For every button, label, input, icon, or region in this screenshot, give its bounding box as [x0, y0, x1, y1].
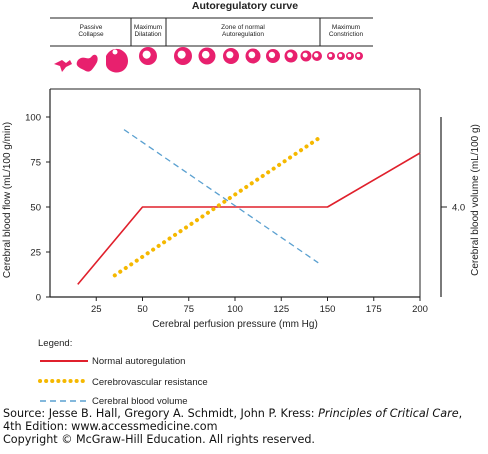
- series-layer: [77, 129, 421, 285]
- legend-label-cerebrovascular-resistance: Cerebrovascular resistance: [92, 377, 208, 388]
- legend-title: Legend:: [38, 338, 72, 349]
- vessel-lumen: [112, 49, 118, 55]
- chart-axes: [49, 88, 442, 298]
- vessel-lumen: [268, 51, 276, 59]
- vessel-lumen: [314, 53, 319, 58]
- citation-book-title: Principles of Critical Care: [318, 407, 459, 420]
- vessel-lumen: [248, 51, 256, 59]
- y2-axis-tick-label: 4.0: [452, 203, 465, 214]
- phase-label-passive-line1: Passive: [80, 24, 103, 31]
- vessel-lumen: [338, 53, 343, 58]
- citation-line-3: Copyright © McGraw-Hill Education. All r…: [3, 433, 315, 446]
- x-tick-label: 125: [273, 304, 289, 315]
- figure-title: Autoregulatory curve: [192, 0, 298, 12]
- citation-line-1: Source: Jesse B. Hall, Gregory A. Schmid…: [3, 407, 487, 420]
- phase-label-max-dilatation-line2: Dilatation: [134, 31, 161, 38]
- legend-label-cerebral-blood-volume: Cerebral blood volume: [92, 396, 188, 407]
- phase-label-autoregulation-line1: Zone of normal: [221, 24, 265, 31]
- vessel-lumen: [347, 53, 352, 58]
- cerebral-blood-volume-line: [123, 129, 319, 264]
- y2-axis-label: Cerebral blood volume (mL/100 g): [470, 124, 481, 276]
- collapsed-vessel-icon: [54, 60, 72, 72]
- vessel-lumen: [328, 53, 333, 58]
- phase-label-max-constriction-line1: Maximum: [332, 24, 360, 31]
- vessel-lumen: [287, 52, 293, 58]
- phase-label-passive-line2: Collapse: [78, 31, 104, 38]
- citation-prefix: Source: Jesse B. Hall, Gregory A. Schmid…: [3, 407, 319, 420]
- y-tick-label: 75: [30, 158, 41, 169]
- legend-label-normal-autoregulation: Normal autoregulation: [92, 356, 185, 367]
- vessel-lumen: [142, 50, 151, 59]
- x-tick-label: 25: [91, 304, 102, 315]
- cerebrovascular-resistance-line: [112, 136, 321, 278]
- y-tick-label: 25: [30, 248, 41, 259]
- phase-bar: Passive Collapse Maximum Dilatation Zone…: [50, 17, 373, 47]
- legend: Legend: Normal autoregulation Cerebrovas…: [38, 338, 208, 407]
- collapsed-vessel-icon: [106, 48, 128, 73]
- normal-autoregulation-line: [77, 152, 421, 285]
- y-tick-label: 0: [36, 293, 41, 304]
- phase-label-max-dilatation-line1: Maximum: [134, 24, 162, 31]
- citation-line-2: 4th Edition: www.accessmedicine.com: [3, 420, 218, 433]
- x-tick-label: 75: [183, 304, 194, 315]
- y-axis-label: Cerebral blood flow (mL/100 g/min): [2, 122, 13, 278]
- y-tick-label: 50: [30, 203, 41, 214]
- collapsed-vessel-icon: [76, 54, 98, 72]
- x-axis-label: Cerebral perfusion pressure (mm Hg): [152, 319, 318, 330]
- citation-suffix: ,: [458, 407, 463, 420]
- vessel-lumen: [226, 51, 234, 59]
- vessel-illustration-row: [54, 47, 363, 73]
- phase-label-max-constriction-line2: Constriction: [329, 31, 364, 38]
- phase-label-autoregulation-line2: Autoregulation: [222, 31, 264, 38]
- x-tick-label: 175: [366, 304, 382, 315]
- vessel-lumen: [177, 50, 186, 59]
- vessel-lumen: [356, 53, 361, 58]
- vessel-lumen: [201, 50, 210, 59]
- x-tick-label: 50: [137, 304, 148, 315]
- y-ticks: 0 25 50 75 100: [25, 113, 50, 304]
- x-tick-label: 100: [227, 304, 243, 315]
- vessel-lumen: [302, 52, 308, 58]
- source-citation: Source: Jesse B. Hall, Gregory A. Schmid…: [3, 407, 487, 446]
- y-tick-label: 100: [25, 113, 41, 124]
- x-tick-label: 200: [412, 304, 428, 315]
- x-tick-label: 150: [320, 304, 336, 315]
- x-ticks: 25 50 75 100 125 150 175 200: [91, 297, 428, 315]
